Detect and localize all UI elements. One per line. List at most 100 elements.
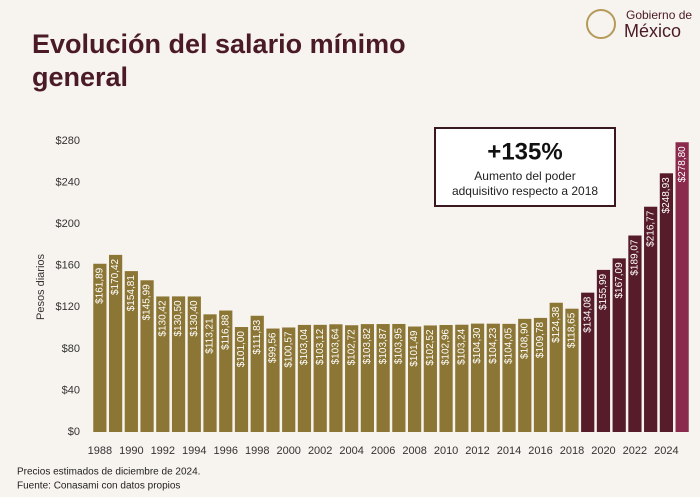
value-label: $130,40 <box>189 300 200 337</box>
x-tick-label: 2022 <box>623 445 647 457</box>
x-tick-label: 2004 <box>339 445 363 457</box>
bar <box>219 310 233 432</box>
chart-title-line: general <box>32 62 128 92</box>
bar <box>675 142 689 433</box>
value-label: $101,00 <box>236 331 247 368</box>
bar <box>549 302 563 432</box>
value-label: $116,88 <box>220 314 231 350</box>
logo-text: Gobierno de <box>626 8 692 22</box>
x-tick-label: 2000 <box>276 445 300 457</box>
bar <box>376 324 390 432</box>
bar <box>203 314 217 432</box>
x-tick-label: 1992 <box>151 445 175 457</box>
value-label: $113,21 <box>205 318 216 354</box>
bar <box>250 315 264 432</box>
x-tick-label: 1994 <box>182 445 206 457</box>
y-tick-label: $0 <box>68 426 80 438</box>
x-tick-label: 2016 <box>528 445 552 457</box>
bar <box>93 263 107 432</box>
value-label: $102,96 <box>441 329 452 366</box>
value-label: $130,50 <box>173 300 184 337</box>
footnote: Fuente: Conasami con datos propios <box>17 481 180 492</box>
y-tick-label: $160 <box>56 260 80 272</box>
y-tick-label: $120 <box>56 301 80 313</box>
x-tick-label: 2002 <box>308 445 332 457</box>
bar <box>612 258 626 432</box>
x-tick-label: 2014 <box>497 445 521 457</box>
y-tick-label: $280 <box>56 135 80 147</box>
x-tick-label: 1998 <box>245 445 269 457</box>
x-tick-label: 2012 <box>465 445 489 457</box>
value-label: $124,38 <box>551 306 562 343</box>
bar <box>628 235 642 432</box>
bar <box>659 173 674 433</box>
bar <box>470 323 485 432</box>
bar <box>581 292 595 432</box>
bar <box>360 324 375 432</box>
value-label: $145,99 <box>142 284 153 321</box>
value-label: $102,52 <box>425 329 436 366</box>
value-label: $101,49 <box>409 330 420 367</box>
value-label: $167,09 <box>614 262 625 299</box>
bar <box>297 324 312 432</box>
x-tick-label: 1988 <box>88 445 112 457</box>
bar <box>486 323 500 432</box>
bar <box>502 323 516 432</box>
bar <box>455 324 469 432</box>
bar <box>140 280 154 432</box>
value-label: $103,82 <box>362 328 373 365</box>
annotation-text: adquisitivo respecto a 2018 <box>452 184 598 198</box>
x-tick-label: 1990 <box>119 445 143 457</box>
value-label: $103,12 <box>315 328 326 365</box>
bar <box>124 271 138 432</box>
y-tick-label: $80 <box>62 343 80 355</box>
value-label: $103,64 <box>331 328 342 365</box>
value-label: $104,05 <box>504 327 515 364</box>
value-label: $103,95 <box>394 328 405 365</box>
x-tick-label: 2006 <box>371 445 395 457</box>
bar <box>266 328 280 432</box>
bar <box>329 324 343 432</box>
annotation-headline: +135% <box>487 138 562 165</box>
y-tick-label: $240 <box>56 176 80 188</box>
y-tick-label: $200 <box>56 218 80 230</box>
x-tick-label: 1996 <box>214 445 238 457</box>
bar <box>565 308 579 432</box>
value-label: $248,93 <box>661 177 672 214</box>
value-label: $104,23 <box>488 327 499 364</box>
bar <box>518 318 532 432</box>
bar <box>439 324 453 432</box>
bar <box>423 325 437 432</box>
chart-title-line: Evolución del salario mínimo <box>32 29 406 59</box>
value-label: $102,72 <box>346 329 357 366</box>
value-label: $100,57 <box>283 331 294 368</box>
x-tick-label: 2020 <box>591 445 615 457</box>
bar <box>644 206 658 432</box>
value-label: $103,24 <box>456 328 467 365</box>
value-label: $111,83 <box>252 319 263 354</box>
bar <box>108 254 123 432</box>
value-label: $170,42 <box>110 258 121 295</box>
logo-emblem <box>586 9 616 39</box>
y-axis-label: Pesos diarios <box>35 253 47 320</box>
value-label: $108,90 <box>519 322 530 359</box>
bar <box>187 296 201 432</box>
value-label: $155,99 <box>598 273 609 310</box>
bar <box>282 327 296 432</box>
value-label: $99,56 <box>268 332 279 363</box>
annotation-text: Aumento del poder <box>474 169 575 183</box>
bar <box>234 327 249 432</box>
x-tick-label: 2008 <box>402 445 426 457</box>
value-label: $104,30 <box>472 327 483 364</box>
bar <box>596 269 611 432</box>
value-label: $161,89 <box>95 267 106 304</box>
value-label: $189,07 <box>630 239 641 276</box>
value-label: $109,78 <box>535 321 546 358</box>
bar <box>533 317 548 432</box>
value-label: $278,80 <box>677 146 688 183</box>
value-label: $216,77 <box>645 210 656 247</box>
bar <box>407 326 422 432</box>
value-label: $130,42 <box>157 300 168 337</box>
